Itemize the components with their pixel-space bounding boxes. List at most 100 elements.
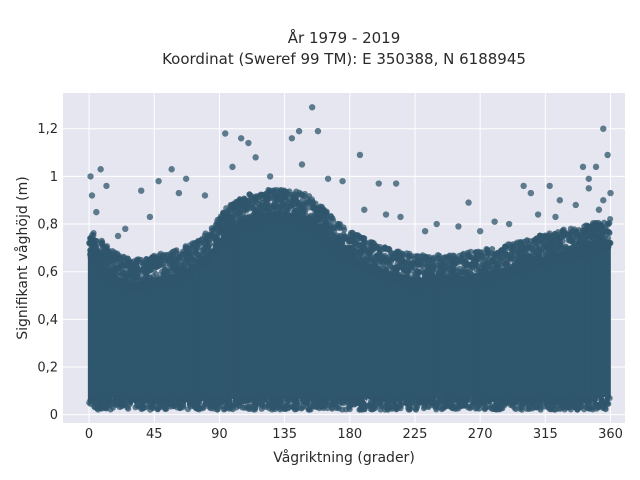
data-point [201,192,209,199]
data-point [361,206,368,213]
data-point [579,397,586,404]
data-point [549,233,556,240]
data-point [594,225,601,232]
data-point [323,209,330,216]
data-point [263,190,270,197]
data-point [401,264,408,271]
data-point [288,135,296,142]
data-point [311,226,318,233]
data-point [566,231,573,238]
data-point [162,266,169,273]
data-point [186,398,193,405]
data-point [182,175,190,182]
data-point [432,274,439,281]
data-point [471,400,478,407]
data-point [542,258,549,265]
data-point [335,220,342,227]
y-tick-label: 0,2 [37,361,58,376]
data-point [604,151,611,159]
y-tick-labels: 0 0,2 0,4 0,6 0,8 1 1,2 [37,122,58,423]
data-point [98,396,105,403]
data-point [183,254,190,261]
data-point [409,276,416,283]
data-point [598,243,605,250]
data-point [168,166,175,173]
data-point [563,399,570,406]
data-point [572,245,579,252]
data-point [518,404,525,411]
y-tick-label: 0,6 [37,265,58,280]
data-point [420,275,427,282]
data-point [259,399,266,406]
data-point [585,175,592,182]
y-tick-label: 1,2 [37,122,58,137]
data-point [484,246,491,253]
data-point [468,276,475,283]
y-tick-label: 0,4 [37,313,58,328]
data-point [231,200,238,207]
data-point [278,400,285,407]
data-point [483,269,490,276]
data-point [460,250,467,257]
data-point [348,229,355,236]
data-point [229,163,236,171]
data-point [214,229,221,236]
data-point [293,188,300,195]
data-point [576,236,583,243]
data-point [529,405,536,412]
data-point [571,240,578,247]
data-point [106,267,113,274]
data-point [265,215,272,222]
data-point [392,180,400,187]
data-point [520,182,527,190]
data-point [292,214,299,221]
data-point [301,190,308,197]
data-point [459,258,466,265]
data-point [138,403,145,410]
data-point [89,231,96,238]
data-point [467,253,474,260]
data-point [527,189,535,197]
data-point [415,398,422,405]
data-point [559,250,566,257]
data-point [552,248,559,255]
data-point [322,230,329,237]
data-point [547,396,554,403]
chart-title-line2: Koordinat (Sweref 99 TM): E 350388, N 61… [162,50,526,68]
data-point [134,276,141,283]
data-point [567,225,574,232]
data-point [358,403,365,410]
data-point [133,398,140,405]
data-point [225,403,232,410]
data-point [114,250,121,257]
data-point [302,202,309,209]
data-point [555,237,562,244]
data-point [602,401,609,408]
data-point [126,401,133,408]
data-point [441,398,448,405]
data-point [214,241,221,248]
x-tick-label: 180 [337,427,362,442]
data-point [597,233,604,240]
data-point [88,243,95,250]
data-point [491,397,498,404]
data-point [143,256,150,263]
x-tick-label: 225 [403,427,428,442]
data-point [450,265,457,272]
data-point [386,246,393,253]
data-point [213,246,220,253]
data-point [104,243,111,250]
data-point [564,254,571,261]
data-point [491,218,498,225]
data-point [410,281,417,288]
data-point [282,207,289,214]
data-point [523,264,530,271]
data-point [495,249,502,256]
data-point [283,401,290,408]
data-point [168,274,175,281]
data-point [304,397,311,404]
data-point [92,248,99,255]
data-point [147,404,154,411]
data-point [87,173,94,180]
data-point [204,257,211,264]
